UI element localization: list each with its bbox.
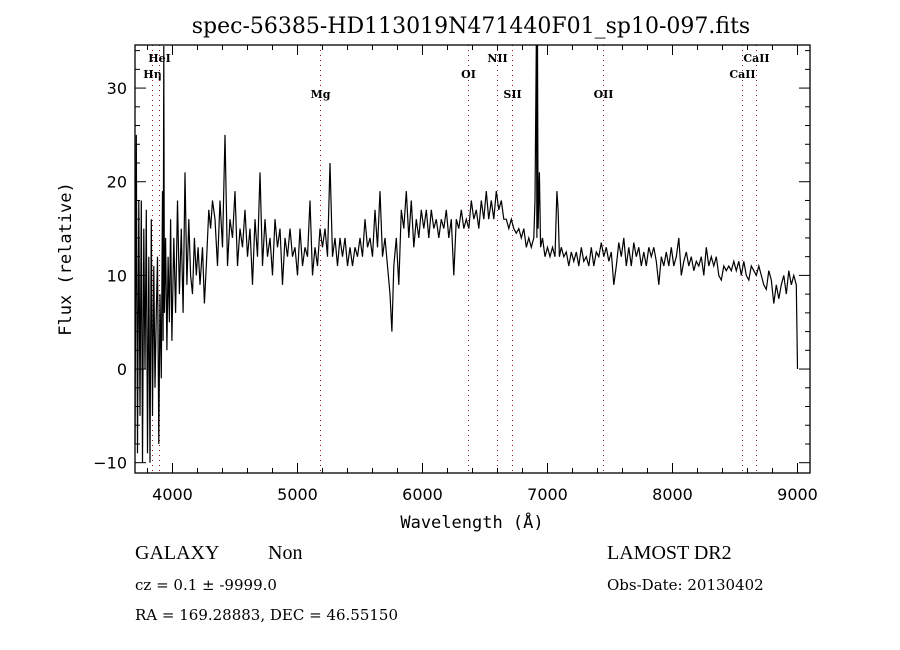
x-tick-label: 6000 [402,485,443,504]
line-label: Mg [311,88,331,101]
line-label: OI [461,68,476,81]
x-tick-label: 9000 [777,485,818,504]
coordinates-text: RA = 169.28883, DEC = 46.55150 [135,606,398,624]
object-class: GALAXY [135,542,219,564]
y-tick-label: 10 [107,266,127,285]
plot-frame [134,44,811,474]
chart-title: spec-56385-HD113019N471440F01_sp10-097.f… [192,14,750,39]
redshift-text: cz = 0.1 ± -9999.0 [135,576,277,594]
line-label: HeI [148,52,171,65]
line-label: Hη [143,68,161,81]
line-label: CaII [743,52,769,65]
survey-name: LAMOST DR2 [607,542,732,564]
obs-date-text: Obs-Date: 20130402 [607,576,764,594]
spectrum-line [134,44,799,463]
x-tick-label: 8000 [652,485,693,504]
x-axis-label: Wavelength (Å) [400,511,543,533]
x-tick-label: 4000 [152,485,193,504]
axis-ticks [135,45,810,473]
y-tick-label: 20 [107,173,127,192]
y-tick-label: 0 [117,360,127,379]
line-label: OII [594,88,614,101]
x-tick-label: 5000 [277,485,318,504]
x-tick-label: 7000 [527,485,568,504]
line-label: CaII [729,68,755,81]
line-label: NII [487,52,507,65]
y-tick-label: 30 [107,79,127,98]
line-label: SII [503,88,521,101]
line-markers: Hη HeI Mg OI NII SII OII CaII CaII [143,45,770,473]
axis-tick-labels: 4000 5000 6000 7000 8000 9000 −10 0 10 20 30 [93,79,818,504]
object-subclass: Non [268,542,302,564]
y-axis-label: Flux (relative) [56,182,76,336]
y-tick-label: −10 [93,454,127,473]
